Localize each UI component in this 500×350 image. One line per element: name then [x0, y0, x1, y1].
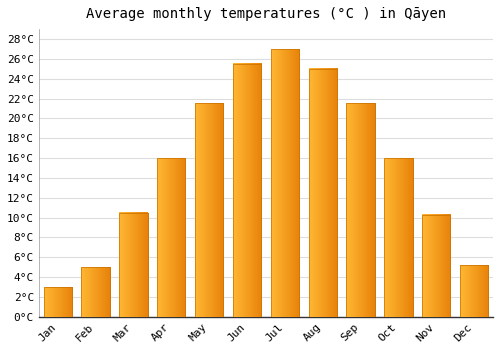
Bar — [422, 215, 450, 317]
Bar — [346, 104, 375, 317]
Bar — [119, 212, 148, 317]
Bar — [422, 215, 450, 317]
Bar — [82, 267, 110, 317]
Title: Average monthly temperatures (°C ) in Qāyen: Average monthly temperatures (°C ) in Qā… — [86, 7, 446, 21]
Bar — [346, 104, 375, 317]
Bar — [119, 212, 148, 317]
Bar — [270, 49, 299, 317]
Bar — [270, 49, 299, 317]
Bar — [384, 158, 412, 317]
Bar — [82, 267, 110, 317]
Bar — [384, 158, 412, 317]
Bar — [44, 287, 72, 317]
Bar — [233, 64, 261, 317]
Bar — [195, 104, 224, 317]
Bar — [233, 64, 261, 317]
Bar — [44, 287, 72, 317]
Bar — [308, 69, 337, 317]
Bar — [157, 158, 186, 317]
Bar — [308, 69, 337, 317]
Bar — [460, 265, 488, 317]
Bar — [195, 104, 224, 317]
Bar — [157, 158, 186, 317]
Bar — [460, 265, 488, 317]
